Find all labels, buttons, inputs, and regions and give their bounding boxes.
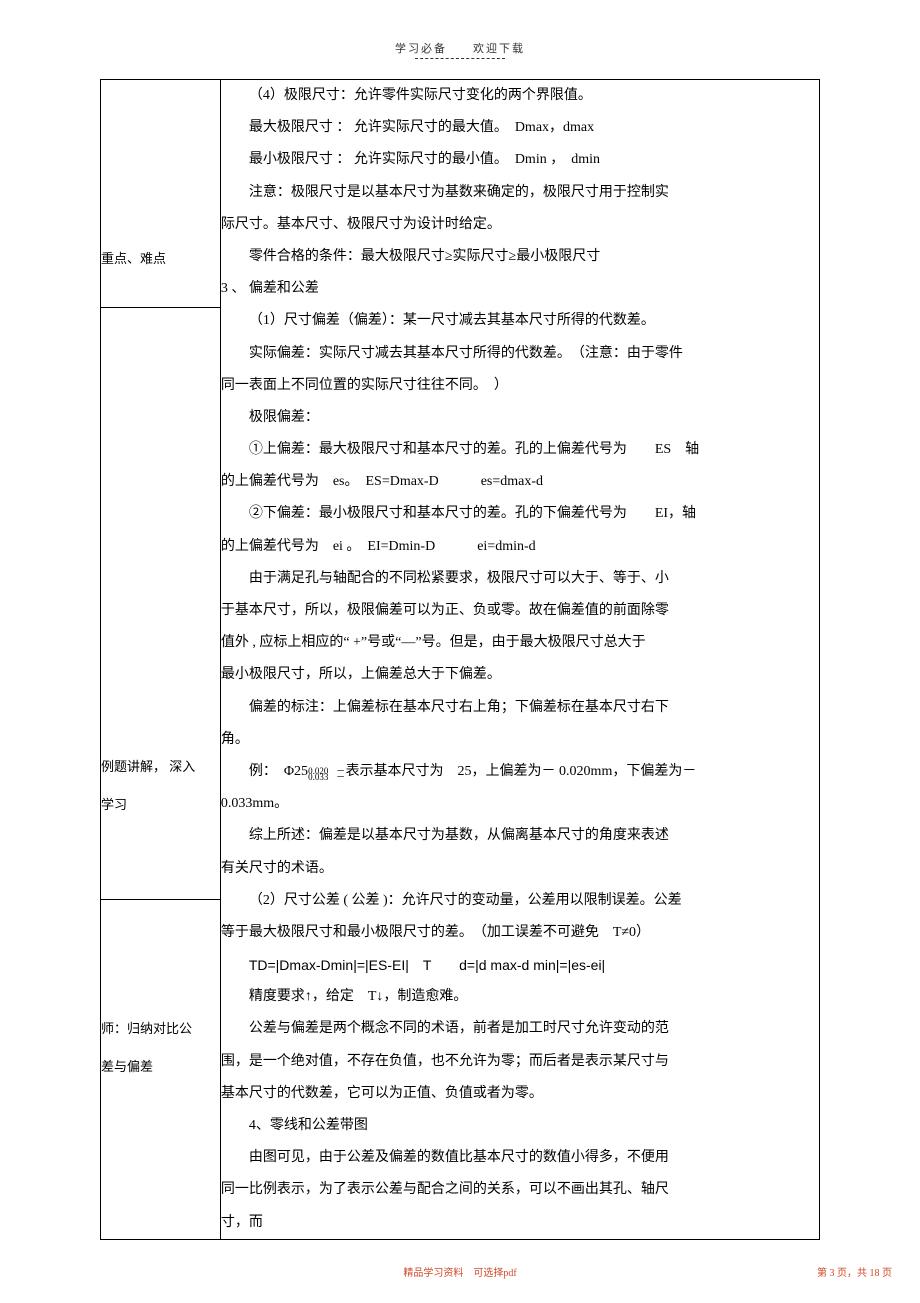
para: 最小极限尺寸 ： 允许实际尺寸的最小值。 Dmin ， dmin [221,144,819,176]
left-cell-1: 重点、难点 [101,80,221,308]
content-table: 重点、难点 （4）极限尺寸：允许零件实际尺寸变化的两个界限值。 最大极限尺寸 ：… [100,79,820,1240]
tol-pre: 例： Φ25 [249,764,308,779]
para: ①上偏差：最大极限尺寸和基本尺寸的差。孔的上偏差代号为 ES 轴 [221,434,819,466]
para: ②下偏差：最小极限尺寸和基本尺寸的差。孔的下偏差代号为 EI，轴 [221,498,819,530]
para: （1）尺寸偏差（偏差）：某一尺寸减去其基本尺寸所得的代数差。 [221,305,819,337]
para: 精度要求↑，给定 T↓，制造愈难。 [221,981,819,1013]
para: （2）尺寸公差 ( 公差 )：允许尺寸的变动量，公差用以限制误差。公差 [221,885,819,917]
para: 注意：极限尺寸是以基本尺寸为基数来确定的，极限尺寸用于控制实 [221,177,819,209]
para: 极限偏差： [221,402,819,434]
left-cell-2: 例题讲解， 深入 学习 [101,307,221,899]
label-keypoint: 重点、难点 [101,240,220,278]
para: 0.033mm。 [221,788,819,820]
table-row: 重点、难点 （4）极限尺寸：允许零件实际尺寸变化的两个界限值。 最大极限尺寸 ：… [101,80,820,308]
para: 零件合格的条件：最大极限尺寸≥实际尺寸≥最小极限尺寸 [221,241,819,273]
para: 值外 , 应标上相应的“ +”号或“—”号。但是，由于最大极限尺寸总大于 [221,627,819,659]
para: 公差与偏差是两个概念不同的术语，前者是加工时尺寸允许变动的范 [221,1013,819,1045]
para-formula: TD=|Dmax-Dmin|=|ES-EI| T d=|d max-d min|… [221,949,819,981]
footer-right: 第 3 页，共 18 页 [817,1264,892,1279]
para-tolerance: 例： Φ25－0.020－0.033 表示基本尺寸为 25，上偏差为－ 0.02… [221,756,819,788]
label-example-l2: 学习 [101,786,220,824]
page-header: 学习必备 欢迎下载 [0,0,920,59]
para: 实际偏差：实际尺寸减去其基本尺寸所得的代数差。 （注意：由于零件 [221,338,819,370]
label-summary-l2: 差与偏差 [101,1048,220,1086]
para: 寸，而 [221,1207,819,1239]
para: 同一表面上不同位置的实际尺寸往往不同。 ） [221,370,819,402]
para: 4、零线和公差带图 [221,1110,819,1142]
para: 的上偏差代号为 es。 ES=Dmax-D es=dmax-d [221,466,819,498]
para: 由图可见，由于公差及偏差的数值比基本尺寸的数值小得多，不便用 [221,1142,819,1174]
para: 围，是一个绝对值，不存在负值，也不允许为零；而后者是表示某尺寸与 [221,1046,819,1078]
para: 最小极限尺寸，所以，上偏差总大于下偏差。 [221,659,819,691]
para: 基本尺寸的代数差，它可以为正值、负值或者为零。 [221,1078,819,1110]
label-example-l1: 例题讲解， 深入 [101,748,220,786]
label-summary-l1: 师：归纳对比公 [101,1010,220,1048]
header-text: 学习必备 欢迎下载 [395,43,525,55]
para: 最大极限尺寸 ： 允许实际尺寸的最大值。 Dmax，dmax [221,112,819,144]
header-underline [415,58,505,59]
content-cell: （4）极限尺寸：允许零件实际尺寸变化的两个界限值。 最大极限尺寸 ： 允许实际尺… [220,80,819,1240]
para: 角。 [221,724,819,756]
para: 同一比例表示，为了表示公差与配合之间的关系，可以不画出其孔、轴尺 [221,1174,819,1206]
para: 由于满足孔与轴配合的不同松紧要求，极限尺寸可以大于、等于、小 [221,563,819,595]
para: 偏差的标注：上偏差标在基本尺寸右上角；下偏差标在基本尺寸右下 [221,692,819,724]
tol-post: 表示基本尺寸为 25，上偏差为－ 0.020mm，下偏差为－ [342,764,696,779]
left-cell-3: 师：归纳对比公 差与偏差 [101,899,221,1239]
page-footer: 精品学习资料 可选择pdf 第 3 页，共 18 页 [0,1264,920,1279]
para: 际尺寸。基本尺寸、极限尺寸为设计时给定。 [221,209,819,241]
para: 有关尺寸的术语。 [221,853,819,885]
footer-center: 精品学习资料 可选择pdf [0,1264,920,1279]
para: （4）极限尺寸：允许零件实际尺寸变化的两个界限值。 [221,80,819,112]
para: 3 、 偏差和公差 [221,273,819,305]
para: 综上所述：偏差是以基本尺寸为基数，从偏离基本尺寸的角度来表述 [221,820,819,852]
para: 于基本尺寸，所以，极限偏差可以为正、负或零。故在偏差值的前面除零 [221,595,819,627]
para: 等于最大极限尺寸和最小极限尺寸的差。 （加工误差不可避免 T≠0） [221,917,819,949]
para: 的上偏差代号为 ei 。 EI=Dmin-D ei=dmin-d [221,531,819,563]
